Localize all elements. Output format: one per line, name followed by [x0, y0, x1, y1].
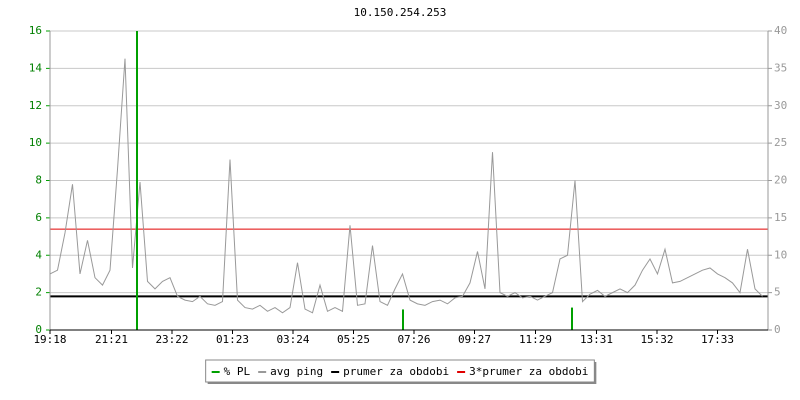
x-tick-label: 01:23	[216, 333, 249, 346]
legend-label: 3*prumer za obdobi	[469, 365, 588, 378]
x-tick-label: 11:29	[519, 333, 552, 346]
x-tick-label: 21:21	[95, 333, 128, 346]
x-tick-label: 19:18	[33, 333, 66, 346]
legend-label: % PL	[224, 365, 251, 378]
x-tick-label: 09:27	[458, 333, 491, 346]
y-tick-label: 2	[35, 286, 42, 299]
y2-tick-label: 5	[774, 286, 781, 299]
x-tick-label: 05:25	[337, 333, 370, 346]
chart-title: 10.150.254.253	[354, 6, 447, 19]
y-tick-label: 6	[35, 211, 42, 224]
y-tick-label: 10	[29, 136, 42, 149]
legend-box	[205, 359, 595, 383]
legend-label: prumer za obdobi	[343, 365, 449, 378]
x-tick-label: 15:32	[640, 333, 673, 346]
y-tick-label: 8	[35, 174, 42, 187]
x-tick-label: 13:31	[580, 333, 613, 346]
y-tick-label: 12	[29, 99, 42, 112]
x-tick-label: 07:26	[397, 333, 430, 346]
y-tick-label: 0	[35, 323, 42, 336]
y-tick-label: 14	[29, 61, 43, 74]
y2-tick-label: 0	[774, 323, 781, 336]
y2-tick-label: 10	[774, 248, 787, 261]
y-tick-label: 16	[29, 24, 42, 37]
legend: % PL avg ping prumer za obdobi 3*prumer za …	[205, 359, 597, 384]
y2-tick-label: 25	[774, 136, 787, 149]
y2-tick-label: 30	[774, 99, 787, 112]
plot	[49, 31, 768, 330]
y2-tick-label: 15	[774, 211, 787, 224]
y2-tick-label: 20	[774, 174, 787, 187]
y2-tick-label: 35	[774, 61, 787, 74]
legend-label: avg ping	[270, 365, 323, 378]
axes: 0 2 4 6 8 10 12 14 16 0 5 10 15 20 25 30 35 40 19:18 21:21 2…	[29, 24, 788, 346]
y-tick-label: 4	[35, 248, 42, 261]
ping-line	[49, 58, 763, 314]
x-tick-label: 17:33	[701, 333, 734, 346]
y2-tick-label: 40	[774, 24, 787, 37]
x-tick-label: 23:22	[155, 333, 188, 346]
x-tick-label: 03:24	[276, 333, 309, 346]
